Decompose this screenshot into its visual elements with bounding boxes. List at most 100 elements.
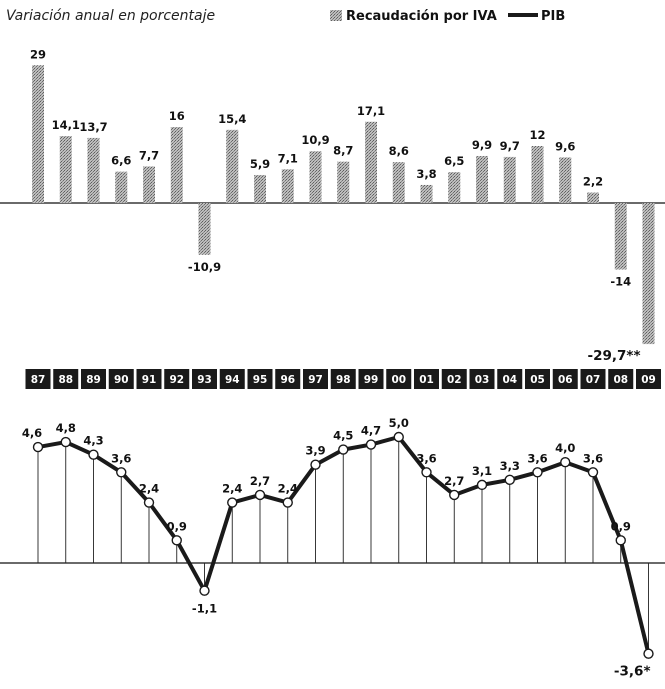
pib-point-04	[504, 474, 515, 486]
iva-bar-09	[642, 203, 655, 345]
year-box-96	[275, 369, 301, 389]
iva-bar-87	[32, 65, 44, 203]
year-box-88	[53, 369, 79, 389]
pib-value-label-08: 0,9	[611, 519, 631, 533]
legend-pib-swatch	[508, 13, 538, 17]
iva-bar-89	[87, 137, 100, 203]
year-label-88: 88	[58, 374, 73, 386]
year-label-98: 98	[336, 374, 351, 386]
pib-value-label-87: 4,6	[22, 426, 42, 440]
pib-value-label-93: -1,1	[192, 602, 217, 616]
pib-value-label-96: 2,4	[278, 482, 298, 496]
year-box-06	[552, 369, 578, 389]
iva-bar-97	[309, 151, 322, 203]
year-label-91: 91	[142, 374, 157, 386]
year-label-01: 01	[419, 374, 434, 386]
pib-value-label-03: 3,1	[472, 464, 492, 478]
year-label-09: 09	[641, 374, 656, 386]
pib-point-87	[32, 441, 44, 453]
pib-point-06	[560, 457, 571, 468]
year-box-95	[247, 369, 273, 389]
year-label-92: 92	[169, 374, 184, 386]
year-box-92	[164, 369, 190, 389]
pib-value-label-09: -3,6*	[614, 664, 651, 680]
iva-value-label-87: 29	[30, 47, 46, 61]
iva-value-label-08: -14	[610, 275, 631, 289]
legend-pib-label: PIB	[541, 9, 565, 24]
chart-subtitle: Variación anual en porcentaje	[6, 8, 215, 24]
iva-bar-03	[476, 155, 488, 203]
pib-value-label-89: 4,3	[83, 434, 103, 448]
iva-value-label-02: 6,5	[444, 154, 464, 168]
iva-value-label-88: 14,1	[52, 118, 80, 132]
year-box-01	[414, 369, 439, 389]
pib-point-98	[338, 444, 349, 455]
iva-value-label-90: 6,6	[111, 154, 131, 168]
pib-point-02	[449, 489, 460, 501]
pib-point-92	[171, 535, 182, 546]
pib-point-96	[282, 497, 293, 508]
pib-value-label-02: 2,7	[444, 474, 464, 488]
pib-point-01	[421, 467, 432, 478]
year-box-09	[636, 369, 661, 389]
iva-value-label-00: 8,6	[389, 144, 409, 158]
pib-point-97	[310, 459, 321, 470]
iva-bar-04	[503, 156, 516, 203]
year-label-04: 04	[502, 374, 517, 386]
pib-point-93	[199, 585, 210, 596]
iva-value-label-94: 15,4	[218, 112, 246, 126]
iva-bar-01	[420, 184, 433, 203]
pib-point-09	[643, 648, 654, 659]
iva-value-label-91: 7,7	[139, 148, 159, 162]
iva-value-label-03: 9,9	[472, 138, 492, 152]
pib-point-94	[227, 497, 238, 508]
pib-point-89	[88, 449, 99, 460]
iva-bar-99	[365, 121, 377, 203]
year-label-96: 96	[280, 374, 295, 386]
iva-bar-02	[448, 172, 461, 203]
pib-value-label-95: 2,7	[250, 474, 270, 488]
year-label-99: 99	[364, 374, 379, 386]
iva-bar-06	[559, 157, 572, 203]
pib-value-label-06: 4,0	[555, 441, 575, 455]
pib-value-label-05: 3,6	[527, 451, 547, 465]
year-box-08	[608, 369, 634, 389]
pib-line-chart: 4,6 4,8 4,3 3,6 2,4 0,9 -1,1 2,4 2,7 2,4 3,9 4,5 4,7…	[0, 416, 665, 680]
year-label-97: 97	[308, 374, 323, 386]
iva-value-label-89: 13,7	[79, 120, 107, 134]
pib-value-label-99: 4,7	[361, 424, 381, 438]
iva-value-label-05: 12	[529, 128, 545, 142]
iva-bar-94	[226, 129, 239, 203]
pib-point-95	[254, 489, 266, 501]
year-label-03: 03	[475, 374, 490, 386]
pib-point-00	[393, 431, 404, 443]
year-box-03	[469, 369, 495, 389]
pib-point-05	[532, 467, 543, 478]
year-box-89	[81, 369, 106, 389]
iva-value-label-09: -29,7**	[587, 348, 640, 364]
year-box-07	[580, 369, 606, 389]
pib-value-label-91: 2,4	[139, 482, 159, 496]
year-label-87: 87	[31, 374, 46, 386]
pib-point-03	[476, 479, 488, 491]
iva-bar-05	[531, 146, 544, 203]
year-label-95: 95	[253, 374, 268, 386]
pib-point-99	[365, 439, 377, 450]
iva-bar-92	[170, 127, 183, 203]
pib-point-07	[587, 467, 599, 478]
year-box-87	[25, 369, 51, 389]
year-label-93: 93	[197, 374, 212, 386]
pib-value-label-88: 4,8	[56, 421, 76, 435]
iva-bar-93	[198, 203, 211, 255]
year-box-98	[330, 369, 356, 389]
year-label-06: 06	[558, 374, 573, 386]
year-label-02: 02	[447, 374, 462, 386]
year-box-00	[386, 369, 412, 389]
iva-bar-07	[587, 192, 599, 203]
year-box-91	[136, 369, 162, 389]
pib-point-08	[615, 535, 626, 546]
year-box-97	[303, 369, 328, 389]
year-axis: 87 88 89 90 91 92 93 94 95 96 97 98 99 00 01 02 03 04 05 06…	[25, 369, 661, 389]
iva-bar-95	[254, 174, 266, 203]
year-box-94	[219, 369, 245, 389]
